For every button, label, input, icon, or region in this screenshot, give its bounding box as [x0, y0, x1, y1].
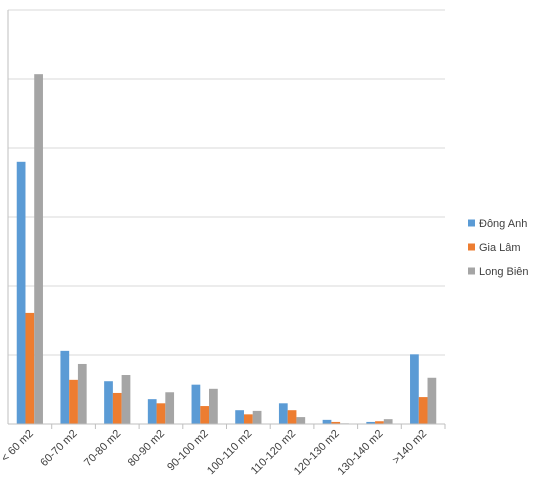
bar [191, 384, 201, 424]
x-tick-label: 80-90 m2 [126, 428, 167, 469]
bar [296, 417, 306, 424]
bar [410, 354, 419, 424]
bar [112, 392, 122, 424]
x-tick-label: 90-100 m2 [165, 428, 211, 474]
x-tick-label: 70-80 m2 [82, 428, 123, 469]
bar [427, 377, 437, 424]
bar [25, 312, 35, 424]
bar [16, 161, 26, 425]
bar [322, 419, 332, 424]
x-tick-label: 110-120 m2 [249, 428, 298, 477]
legend-swatch [468, 267, 475, 275]
bar [331, 421, 341, 424]
bar [77, 363, 87, 424]
bar [60, 350, 70, 424]
bar [200, 406, 210, 424]
legend-label: Đông Anh [479, 218, 527, 230]
bar [287, 410, 297, 424]
x-tick-label: >140 m2 [390, 428, 429, 467]
x-tick-label: 130-140 m2 [336, 428, 386, 478]
bar [165, 392, 175, 424]
bar [147, 399, 157, 424]
legend-label: Gia Lâm [479, 242, 521, 254]
x-tick-label: 60-70 m2 [38, 428, 79, 469]
x-tick-label: 100-110 m2 [205, 428, 254, 477]
bar [235, 410, 244, 424]
bar [252, 410, 262, 424]
legend-swatch [468, 219, 475, 227]
bar [156, 403, 166, 424]
legend-label: Long Biên [479, 266, 529, 278]
bar [383, 419, 393, 424]
bar [121, 375, 131, 424]
bar [418, 397, 428, 424]
x-tick-label: < 60 m2 [0, 428, 36, 465]
x-tick-label: 120-130 m2 [292, 428, 342, 478]
legend-swatch [468, 243, 475, 251]
bar [209, 388, 218, 424]
bar [366, 421, 376, 424]
bar [243, 414, 253, 424]
bar [104, 381, 113, 424]
bar [34, 74, 43, 425]
bar [375, 421, 384, 424]
bar [278, 403, 288, 424]
bar [69, 379, 78, 424]
